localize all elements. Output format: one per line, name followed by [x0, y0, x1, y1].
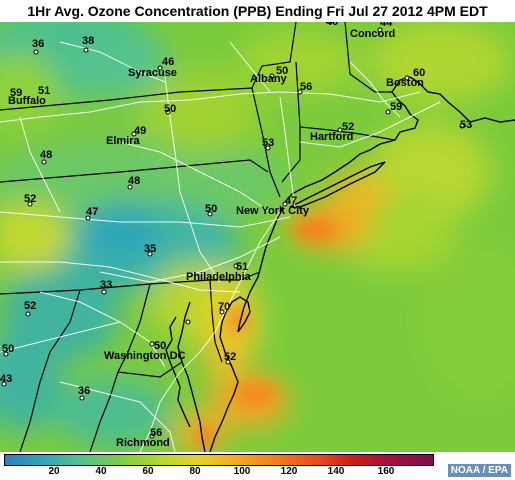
- reading-label: 50: [164, 103, 176, 115]
- city-label-washington-dc: Washington DC: [104, 350, 186, 362]
- reading-label: 56: [150, 427, 162, 439]
- reading-label: 52: [224, 351, 236, 363]
- city-label-concord: Concord: [350, 28, 395, 40]
- city-label-boston: Boston: [386, 77, 424, 89]
- legend-color-bar: [4, 454, 434, 466]
- reading-label: 33: [100, 279, 112, 291]
- reading-label: 46: [162, 56, 174, 68]
- city-label-new-york-city: New York City: [236, 205, 310, 217]
- city-label-richmond: Richmond: [116, 437, 170, 449]
- reading-label: 59: [10, 87, 22, 99]
- reading-label: 49: [134, 125, 146, 137]
- ozone-hotspots: [195, 220, 337, 449]
- reading-label: 36: [78, 385, 90, 397]
- reading-label: 43: [0, 373, 12, 385]
- reading-label: 50: [276, 65, 288, 77]
- map-title: 1Hr Avg. Ozone Concentration (PPB) Endin…: [0, 0, 515, 22]
- reading-label: 44: [380, 22, 393, 29]
- legend-tick: 60: [142, 466, 154, 477]
- reading-label: 70: [218, 301, 230, 313]
- legend-tick: 40: [95, 466, 107, 477]
- reading-label: 50: [154, 340, 166, 352]
- city-labels: Concord Syracuse Albany Boston Buffalo H…: [8, 28, 424, 449]
- legend-tick: 140: [327, 466, 345, 477]
- city-label-elmira: Elmira: [106, 135, 141, 147]
- reading-label: 51: [236, 261, 248, 273]
- reading-label: 52: [342, 121, 354, 133]
- reading-label: 48: [40, 149, 52, 161]
- reading-label: 56: [300, 81, 312, 93]
- station-markers: [1, 22, 465, 439]
- ozone-readings: 36 38 46 50 56 40 44 60 59 51 49 50 52 5…: [0, 22, 472, 439]
- reading-label: 50: [2, 343, 14, 355]
- reading-label: 50: [205, 203, 217, 215]
- legend-tick: 80: [189, 466, 201, 477]
- reading-label: 35: [144, 243, 156, 255]
- reading-label: 59: [390, 101, 402, 113]
- state-boundaries: [0, 22, 396, 452]
- city-label-buffalo: Buffalo: [8, 95, 46, 107]
- reading-label: 51: [38, 85, 50, 97]
- ozone-map: Concord Syracuse Albany Boston Buffalo H…: [0, 22, 515, 452]
- reading-label: 60: [413, 67, 425, 79]
- legend-tick: 20: [48, 466, 60, 477]
- reading-label: 53: [262, 137, 274, 149]
- reading-label: 52: [24, 300, 36, 312]
- reading-label: 53: [460, 119, 472, 131]
- source-credit: NOAA / EPA: [447, 464, 511, 477]
- color-legend: 20 40 60 80 100 120 140 160 NOAA / EPA: [0, 452, 515, 480]
- reading-label: 40: [326, 22, 338, 28]
- reading-label: 47: [86, 206, 98, 218]
- ozone-concentration-field: [0, 22, 515, 452]
- city-label-philadelphia: Philadelphia: [186, 271, 252, 283]
- legend-tick: 160: [377, 466, 395, 477]
- reading-label: 38: [82, 35, 94, 47]
- reading-label: 36: [32, 38, 44, 50]
- legend-tick: 120: [280, 466, 298, 477]
- highways: [0, 41, 441, 452]
- reading-label: 52: [24, 193, 36, 205]
- reading-label: 47: [285, 195, 297, 207]
- city-label-hartford: Hartford: [310, 131, 353, 143]
- city-label-syracuse: Syracuse: [128, 67, 177, 79]
- legend-tick: 100: [233, 466, 251, 477]
- reading-label: 48: [128, 175, 140, 187]
- city-label-albany: Albany: [250, 73, 288, 85]
